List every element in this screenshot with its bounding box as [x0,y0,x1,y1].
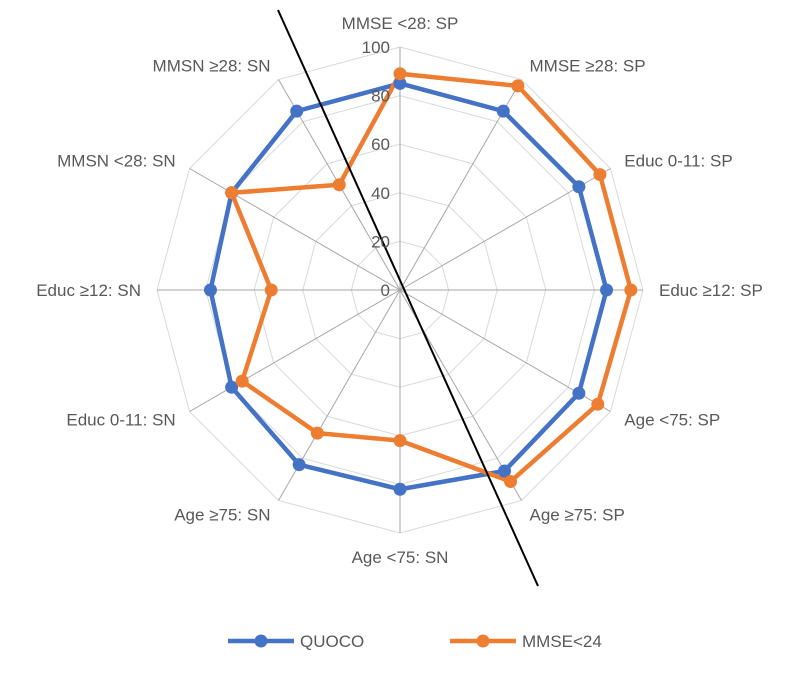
data-point [393,482,407,496]
data-point [600,283,614,297]
data-point [496,104,510,118]
legend: QUOCO MMSE<24 [228,632,602,651]
data-point [225,380,239,394]
radial-tick-label: 40 [371,184,390,203]
data-point [235,374,249,388]
data-point [332,178,346,192]
annotation-layer [277,9,539,587]
radial-tick-label: 20 [371,232,390,251]
data-point [591,397,605,411]
data-point [504,475,518,489]
data-point [393,67,407,81]
data-point [290,104,304,118]
category-labels: MMSE <28: SP MMSE ≥28: SP Educ 0-11: SP Edu… [36,14,763,567]
data-point [572,386,586,400]
spoke-line [189,168,401,291]
series-line [229,71,634,484]
legend-label: MMSE<24 [522,632,602,651]
legend-label: QUOCO [300,632,364,651]
radial-tick-label: 100 [362,38,390,57]
radial-tick-labels: 0 20 40 60 80 100 [362,38,390,300]
radial-tick-label: 60 [371,135,390,154]
legend-marker [476,634,490,648]
category-label: Educ 0-11: SP [624,152,732,171]
category-label: MMSE <28: SP [342,14,459,33]
divider-line [277,9,539,587]
data-point [393,76,407,90]
legend-marker [254,634,268,648]
category-label: MMSE ≥28: SP [530,57,646,76]
data-point [593,168,607,182]
category-label: Age <75: SP [624,411,720,430]
radar-spokes [157,47,643,533]
data-point [511,79,525,93]
data-point [225,186,239,200]
category-label: Age <75: SN [352,548,449,567]
category-label: Educ ≥12: SP [659,281,763,300]
data-point [497,464,511,478]
radial-tick-label: 0 [381,281,390,300]
radial-tick-label: 80 [371,87,390,106]
category-label: MMSN <28: SN [57,152,176,171]
category-label: Educ ≥12: SN [36,281,141,300]
data-point [393,434,407,448]
data-point [203,283,217,297]
radar-series [203,67,638,496]
data-point [572,180,586,194]
category-label: MMSN ≥28: SN [153,57,271,76]
data-point [310,426,324,440]
data-point [264,283,278,297]
category-label: Age ≥75: SP [530,505,625,524]
data-point [624,283,638,297]
category-label: Educ 0-11: SN [66,411,175,430]
category-label: Age ≥75: SN [174,505,270,524]
data-point [292,458,306,472]
spoke-line [189,289,401,412]
